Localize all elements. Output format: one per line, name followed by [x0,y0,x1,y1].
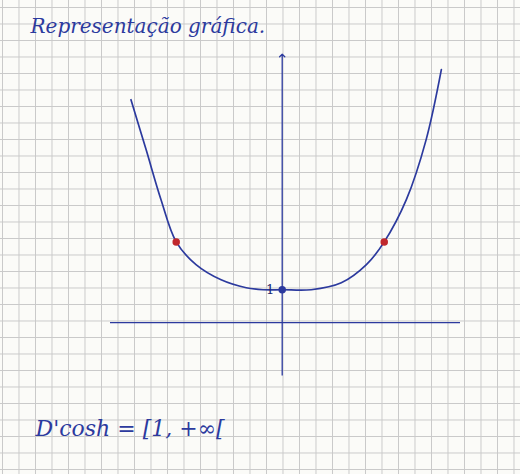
svg-text:1: 1 [266,282,274,297]
svg-text:D'cosh = [1, +∞[: D'cosh = [1, +∞[ [35,416,225,441]
svg-text:Representação gráfica.: Representação gráfica. [30,14,266,38]
